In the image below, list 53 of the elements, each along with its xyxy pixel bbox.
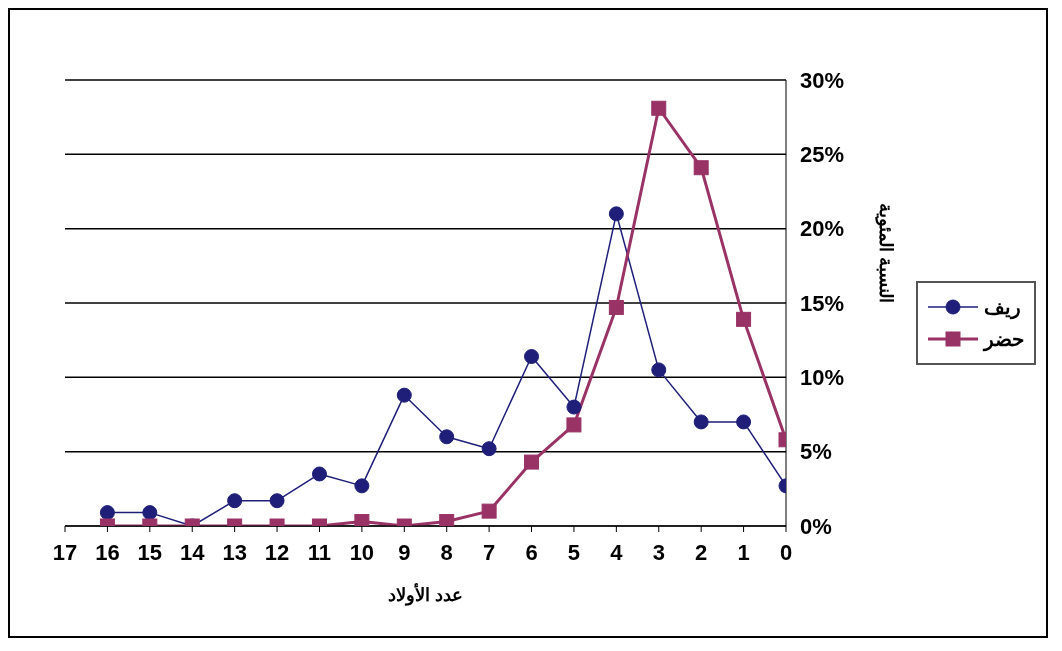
y-tick-label: 15% bbox=[800, 290, 845, 316]
point bbox=[566, 399, 582, 415]
x-tick-label: 8 bbox=[440, 539, 453, 565]
point bbox=[439, 514, 455, 526]
point bbox=[142, 505, 158, 521]
x-tick-label: 15 bbox=[137, 539, 163, 565]
x-axis-title: عدد الأولاد bbox=[387, 583, 464, 606]
point bbox=[524, 454, 540, 470]
point bbox=[693, 414, 709, 430]
point bbox=[396, 387, 412, 403]
x-tick-label: 5 bbox=[567, 539, 581, 565]
y-tick-label: 5% bbox=[800, 439, 832, 465]
point bbox=[736, 414, 752, 430]
x-tick-label: 11 bbox=[307, 539, 332, 565]
point bbox=[227, 493, 243, 509]
x-tick-label: 2 bbox=[695, 539, 708, 565]
point bbox=[354, 478, 370, 494]
point bbox=[608, 299, 624, 315]
point bbox=[311, 466, 327, 482]
point bbox=[481, 441, 497, 457]
point bbox=[693, 160, 709, 176]
y-axis-title: النسبة المئوية bbox=[874, 202, 896, 303]
x-tick-label: 0 bbox=[779, 539, 793, 565]
point bbox=[354, 514, 370, 526]
point bbox=[99, 505, 115, 521]
x-tick-label: 17 bbox=[52, 539, 78, 565]
point bbox=[566, 417, 582, 433]
point bbox=[524, 349, 540, 365]
y-tick-label: 10% bbox=[800, 365, 845, 391]
point bbox=[439, 429, 455, 445]
x-tick-label: 14 bbox=[179, 539, 206, 565]
point bbox=[736, 311, 752, 327]
y-tick-label: 0% bbox=[800, 513, 832, 539]
y-tick-label: 20% bbox=[800, 216, 845, 242]
legend-label: حضر bbox=[984, 327, 1024, 351]
x-tick-label: 6 bbox=[525, 539, 538, 565]
x-tick-label: 4 bbox=[610, 539, 624, 565]
point bbox=[481, 503, 497, 519]
y-tick-label: 25% bbox=[800, 142, 845, 168]
y-tick-label: 30% bbox=[800, 67, 845, 93]
x-tick-label: 12 bbox=[264, 539, 290, 565]
point bbox=[651, 100, 667, 116]
x-tick-label: 13 bbox=[222, 539, 247, 565]
legend-label: ريف bbox=[984, 295, 1021, 319]
x-tick-label: 7 bbox=[482, 539, 496, 565]
point bbox=[608, 206, 624, 222]
x-tick-label: 10 bbox=[349, 539, 375, 565]
point bbox=[651, 362, 667, 378]
point bbox=[269, 493, 285, 509]
x-tick-label: 3 bbox=[652, 539, 665, 565]
x-tick-label: 9 bbox=[398, 539, 411, 565]
x-tick-label: 1 bbox=[737, 539, 750, 565]
x-tick-label: 16 bbox=[95, 539, 120, 565]
